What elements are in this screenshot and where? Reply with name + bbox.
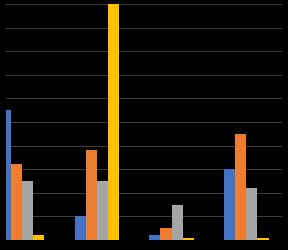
Bar — [257, 238, 269, 240]
Bar — [224, 170, 235, 240]
Bar — [97, 181, 108, 240]
Bar — [246, 188, 257, 240]
Bar — [183, 238, 194, 240]
Bar — [86, 151, 97, 240]
Bar — [172, 205, 183, 240]
Bar — [11, 165, 22, 240]
Bar — [160, 228, 172, 240]
Bar — [149, 235, 160, 240]
Bar — [108, 5, 119, 240]
Bar — [235, 134, 246, 240]
Bar — [22, 181, 33, 240]
Bar — [0, 111, 11, 240]
Bar — [75, 216, 86, 240]
Bar — [33, 235, 44, 240]
